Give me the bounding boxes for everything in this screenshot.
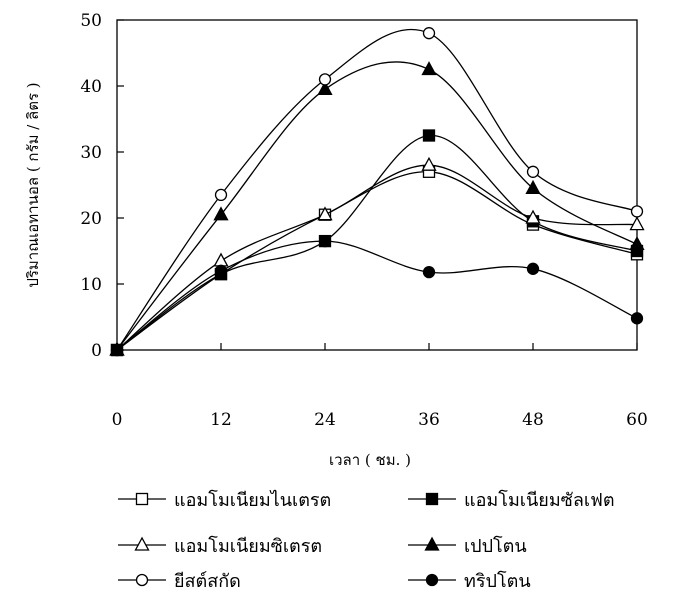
y-tick-label: 30 — [80, 143, 102, 163]
legend-item: แอมโมเนียมซิเตรต — [118, 535, 322, 557]
data-point — [317, 206, 333, 221]
data-point — [422, 265, 436, 279]
y-axis-title: ปริมาณเอทานอล ( กรัม / ลิตร ) — [24, 82, 42, 287]
data-point — [525, 209, 541, 224]
legend-marker — [425, 573, 439, 587]
data-point — [213, 206, 229, 221]
data-point — [213, 252, 229, 267]
series-3 — [109, 156, 645, 356]
x-tick-label: 12 — [210, 410, 232, 430]
x-tick-label: 60 — [626, 410, 648, 430]
series-line — [116, 61, 638, 351]
data-point — [422, 129, 436, 142]
x-tick-label: 36 — [418, 410, 440, 430]
series-layer — [109, 27, 645, 357]
y-tick-label: 10 — [80, 275, 102, 295]
y-tick-label: 50 — [80, 11, 102, 31]
series-line — [116, 164, 638, 351]
series-6 — [110, 234, 644, 357]
data-point — [629, 236, 645, 251]
data-point — [422, 27, 436, 40]
data-point — [110, 343, 124, 357]
series-2 — [110, 129, 644, 357]
data-point — [525, 179, 541, 194]
data-point — [526, 165, 540, 178]
legend-item: แอมโมเนียมซัลเฟต — [408, 489, 615, 511]
legend-label: ทริปโตน — [464, 570, 531, 592]
plot-frame — [116, 19, 638, 351]
data-point — [526, 262, 540, 275]
legend-marker — [135, 492, 149, 506]
data-point — [421, 61, 437, 76]
series-line — [116, 28, 638, 351]
series-1 — [110, 165, 644, 357]
data-point — [630, 312, 644, 325]
x-axis: 0 12 24 36 48 60 — [112, 343, 648, 430]
data-point — [214, 264, 228, 277]
series-line — [116, 171, 638, 351]
legend-marker — [135, 573, 149, 587]
x-tick-label: 48 — [522, 410, 544, 430]
data-point — [318, 234, 332, 248]
legend-label: แอมโมเนียมซิเตรต — [174, 535, 322, 557]
legend-item: ทริปโตน — [408, 570, 531, 592]
legend-label: แอมโมเนียมซัลเฟต — [464, 489, 615, 511]
y-tick-label: 20 — [80, 209, 102, 229]
legend-label: แอมโมเนียมไนเตรต — [174, 489, 331, 511]
data-point — [629, 216, 645, 231]
series-4 — [109, 61, 645, 356]
legend-marker — [425, 492, 439, 506]
y-tick-label: 40 — [80, 77, 102, 97]
legend-label: ยีสต์สกัด — [174, 571, 241, 592]
y-tick-label: 0 — [91, 341, 102, 361]
legend-item: ยีสต์สกัด — [118, 571, 241, 592]
legend-marker — [424, 536, 440, 551]
series-line — [116, 134, 638, 351]
legend-label: เปปโตน — [464, 535, 527, 557]
legend-item: เปปโตน — [408, 535, 527, 557]
y-axis: 0 10 20 30 40 50 — [80, 11, 124, 361]
x-tick-label: 24 — [314, 410, 336, 430]
data-point — [630, 205, 644, 218]
data-point — [318, 73, 332, 86]
x-tick-label: 0 — [112, 410, 123, 430]
legend: แอมโมเนียมไนเตรต แอมโมเนียมซัลเฟตแอมโมเนี… — [118, 489, 615, 592]
x-axis-title: เวลา ( ชม. ) — [329, 451, 411, 469]
legend-item: แอมโมเนียมไนเตรต — [118, 489, 331, 511]
data-point — [421, 156, 437, 171]
data-point — [317, 80, 333, 95]
data-point — [214, 188, 228, 202]
legend-marker — [134, 536, 150, 551]
series-line — [116, 240, 638, 351]
series-5 — [110, 27, 644, 357]
